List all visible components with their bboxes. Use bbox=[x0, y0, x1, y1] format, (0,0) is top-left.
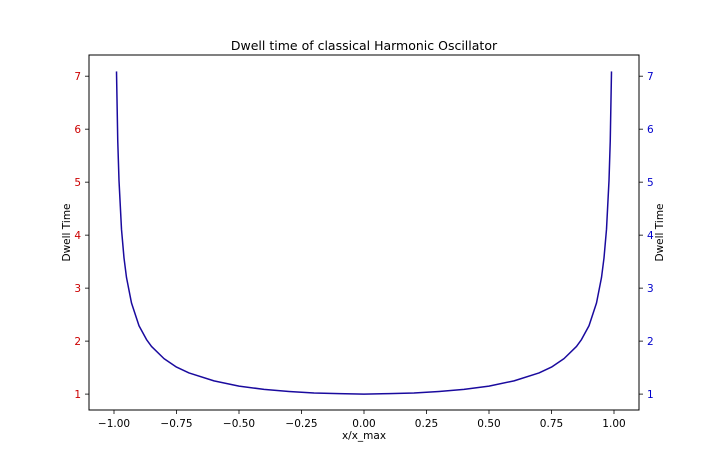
right-y-tick-label: 6 bbox=[647, 124, 654, 136]
plot-layer bbox=[115, 71, 613, 395]
left-y-tick-label: 3 bbox=[74, 283, 81, 295]
left-y-tick-label: 1 bbox=[74, 389, 81, 401]
left-y-tick-label: 2 bbox=[74, 336, 81, 348]
plot-frame bbox=[88, 54, 640, 411]
left-y-tick-label: 5 bbox=[74, 177, 81, 189]
left-y-axis-label: Dwell Time bbox=[61, 203, 73, 261]
x-axis-label: x/x_max bbox=[342, 430, 386, 442]
x-tick-label: 0.50 bbox=[477, 418, 500, 430]
right-y-tick-label: 1 bbox=[647, 389, 654, 401]
x-tick-label: −0.25 bbox=[285, 418, 317, 430]
x-tick-label: 1.00 bbox=[602, 418, 625, 430]
x-tick-label: −0.75 bbox=[160, 418, 192, 430]
right-y-tick-label: 5 bbox=[647, 177, 654, 189]
x-tick-label: −1.00 bbox=[98, 418, 130, 430]
x-tick-label: 0.25 bbox=[415, 418, 438, 430]
right-y-tick-label: 3 bbox=[647, 283, 654, 295]
left-y-tick-label: 7 bbox=[74, 71, 81, 83]
x-tick-label: −0.50 bbox=[223, 418, 255, 430]
x-axis-ticks: −1.00 −0.75 −0.50 −0.25 0.00 0.25 0.50 0.75 1.00 bbox=[98, 410, 626, 430]
right-y-tick-label: 2 bbox=[647, 336, 654, 348]
right-y-axis-label: Dwell Time bbox=[654, 203, 666, 261]
right-y-tick-label: 4 bbox=[647, 230, 654, 242]
left-y-tick-label: 4 bbox=[74, 230, 81, 242]
x-tick-label: 0.75 bbox=[540, 418, 563, 430]
chart-title: Dwell time of classical Harmonic Oscilla… bbox=[231, 38, 498, 53]
left-y-tick-label: 6 bbox=[74, 124, 81, 136]
series-line-1 bbox=[115, 71, 613, 395]
right-y-axis-ticks: 1 2 3 4 5 6 7 bbox=[639, 71, 654, 401]
left-y-axis-ticks: 1 2 3 4 5 6 7 bbox=[74, 71, 89, 401]
x-tick-label: 0.00 bbox=[352, 418, 375, 430]
right-y-tick-label: 7 bbox=[647, 71, 654, 83]
